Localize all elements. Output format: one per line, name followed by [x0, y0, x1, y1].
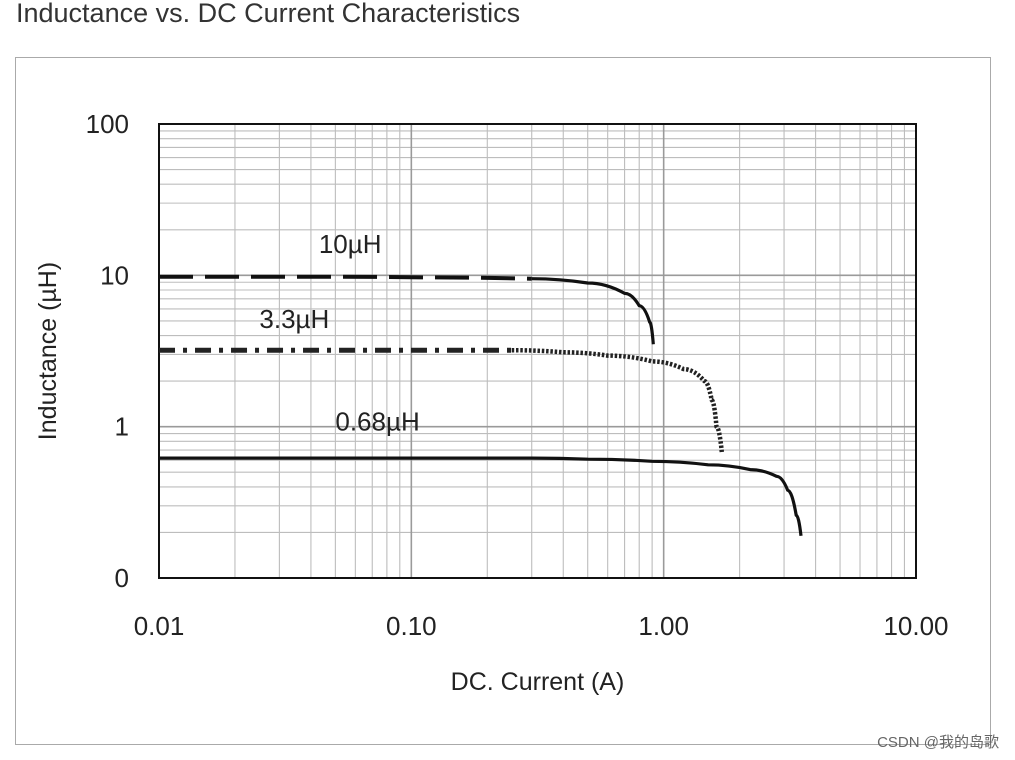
x-axis-label: DC. Current (A) — [451, 668, 625, 696]
x-tick-label: 0.01 — [134, 611, 185, 641]
chart-frame — [15, 57, 991, 745]
y-tick-label: 100 — [86, 109, 129, 139]
y-tick-labels: 0 1 10 100 — [86, 109, 129, 593]
series-line-1-part-1 — [159, 274, 532, 281]
series-label-2: 3.3µH — [259, 304, 329, 334]
series-label-3: 0.68µH — [335, 407, 419, 437]
x-tick-label: 10.00 — [883, 611, 948, 641]
page-title: Inductance vs. DC Current Characteristic… — [16, 0, 521, 28]
series-layer — [158, 274, 803, 536]
grid-minor-lines — [159, 124, 916, 578]
y-tick-label: 1 — [115, 412, 129, 442]
y-tick-label: 0 — [115, 563, 129, 593]
series-label-layer: 10µH 3.3µH 0.68µH — [259, 229, 419, 437]
x-tick-label: 1.00 — [638, 611, 689, 641]
series-line-1-part-2 — [530, 277, 655, 345]
x-tick-label: 0.10 — [386, 611, 437, 641]
watermark: CSDN @我的岛歌 — [877, 734, 999, 751]
series-label-1: 10µH — [319, 229, 382, 259]
y-axis-label: Inductance (µH) — [34, 262, 62, 440]
series-line-2-part-2 — [511, 347, 725, 453]
x-tick-labels: 0.01 0.10 1.00 10.00 — [134, 611, 949, 641]
y-tick-label: 10 — [100, 260, 129, 290]
series-line-3-part-1 — [158, 456, 803, 536]
